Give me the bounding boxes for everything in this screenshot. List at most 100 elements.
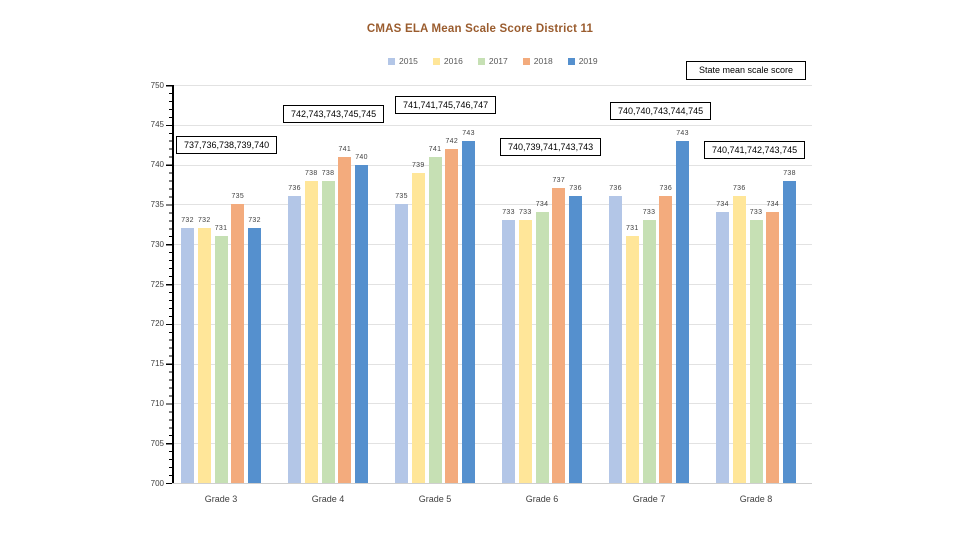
y-axis-label: 705 [150,438,164,448]
bar-2016-grade3 [197,228,211,483]
chart-legend: 2015 2016 2017 2018 2019 [388,56,598,66]
x-axis-category-label: Grade 3 [204,494,238,504]
bar-2015-grade5 [395,204,408,483]
bar-value-label: 736 [659,185,673,193]
state-mean-callout-grade3: 737,736,738,739,740 [176,136,278,154]
x-axis-category-label: Grade 7 [632,494,666,504]
y-axis-label: 740 [150,160,164,170]
bar-value-label: 733 [749,209,763,217]
y-axis-label: 700 [150,478,164,488]
bar-2018-grade8 [766,212,780,483]
bar-value-label: 733 [642,209,656,217]
bar-value-label: 732 [181,217,194,225]
gridline-705 [172,443,812,445]
bar-value-label: 736 [288,185,301,193]
state-mean-callout-grade6: 740,739,741,743,743 [500,138,602,156]
gridline-740 [172,164,812,166]
bar-2016-grade8 [732,196,746,483]
state-mean-callout-grade4: 742,743,743,745,745 [283,105,385,123]
chart-title: CMAS ELA Mean Scale Score District 11 [366,23,594,35]
bar-2019-grade4 [355,164,368,483]
bar-value-label: 741 [428,145,442,153]
y-axis-label: 745 [150,120,164,130]
bar-value-label: 731 [214,225,228,233]
y-axis-label: 735 [150,199,164,209]
legend-item-2016: 2016 [432,56,463,66]
bar-2015-grade4 [288,196,301,483]
bar-2019-grade7 [676,140,689,483]
bar-value-label: 739 [411,161,425,169]
bar-2015-grade6 [502,220,515,483]
state-mean-callout-grade8: 740,741,742,743,745 [704,141,806,159]
bar-2016-grade7 [625,236,639,483]
legend-label: 2016 [443,56,463,66]
bar-value-label: 734 [716,201,729,209]
bar-2016-grade4 [304,180,318,483]
y-axis-label: 710 [150,398,164,408]
bar-value-label: 742 [445,137,459,145]
gridline-710 [172,403,812,405]
bar-value-label: 732 [248,217,261,225]
bar-value-label: 735 [395,193,408,201]
bar-value-label: 740 [355,153,368,161]
bar-2017-grade4 [321,180,335,483]
bar-value-label: 736 [569,185,582,193]
bar-2018-grade3 [231,204,245,483]
bar-value-label: 736 [732,185,746,193]
bar-value-label: 733 [502,209,515,217]
x-axis-category-label: Grade 6 [525,494,559,504]
legend-label: 2017 [488,56,508,66]
legend-swatch-icon [522,57,530,65]
y-axis-label: 730 [150,239,164,249]
gridline-735 [172,204,812,206]
bar-value-label: 732 [197,217,211,225]
bar-2018-grade6 [552,188,566,483]
bar-value-label: 738 [304,169,318,177]
bar-value-label: 735 [231,193,245,201]
legend-label: 2015 [399,56,418,66]
y-axis-label: 750 [150,80,164,90]
x-axis-category-label: Grade 4 [311,494,345,504]
bar-2017-grade7 [642,220,656,483]
legend-label: 2019 [578,56,598,66]
bar-2016-grade6 [518,220,532,483]
bar-value-label: 741 [338,145,352,153]
bar-2019-grade8 [783,180,796,483]
bar-value-label: 734 [535,201,549,209]
y-axis-label: 725 [150,279,164,289]
bar-value-label: 731 [625,225,639,233]
bar-value-label: 738 [783,169,796,177]
bar-2018-grade4 [338,156,352,483]
bar-2015-grade7 [609,196,622,483]
bar-2018-grade7 [659,196,673,483]
legend-swatch-icon [432,57,440,65]
bar-2015-grade3 [181,228,194,483]
legend-item-2019: 2019 [567,56,598,66]
y-axis-label: 715 [150,359,164,369]
bar-value-label: 733 [518,209,532,217]
gridline-750 [172,85,812,86]
x-axis-category-label: Grade 8 [739,494,773,504]
x-axis-category-label: Grade 5 [418,494,452,504]
legend-item-2018: 2018 [522,56,553,66]
bar-2015-grade8 [716,212,729,483]
legend-swatch-icon [388,57,395,65]
y-axis-line [172,85,174,484]
gridline-725 [172,284,812,285]
legend-item-2015: 2015 [388,56,418,66]
bar-2017-grade6 [535,212,549,483]
bar-value-label: 743 [462,129,475,137]
legend-item-2017: 2017 [477,56,508,66]
bar-value-label: 743 [676,129,689,137]
x-axis-line [172,483,812,484]
legend-label: 2018 [533,56,553,66]
y-axis-major-ticks [166,85,172,484]
bar-2018-grade5 [445,148,459,483]
legend-swatch-icon [477,57,485,65]
bar-2016-grade5 [411,172,425,483]
bar-value-label: 736 [609,185,622,193]
y-axis-label: 720 [150,319,164,329]
bar-value-label: 737 [552,177,566,185]
state-mean-callout-grade7: 740,740,743,744,745 [610,102,712,120]
